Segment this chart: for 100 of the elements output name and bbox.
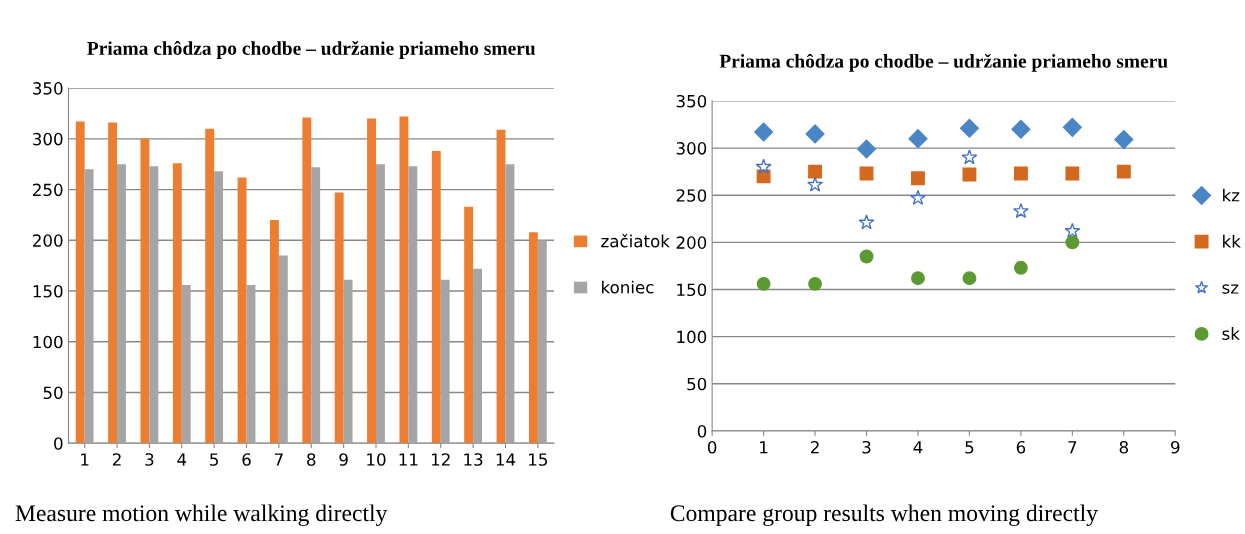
point — [911, 271, 925, 286]
x-tick-label: 9 — [1171, 440, 1180, 454]
bar — [246, 284, 256, 444]
bar — [84, 169, 94, 444]
bar — [408, 166, 418, 444]
point — [1013, 166, 1028, 181]
x-tick-label: 4 — [913, 441, 923, 454]
x-tick-label: 7 — [1068, 441, 1077, 454]
bar — [75, 121, 85, 444]
x-tick-label: 3 — [145, 453, 154, 466]
bar — [108, 122, 118, 444]
bar — [311, 167, 321, 444]
x-tick-label: 5 — [965, 441, 974, 454]
y-tick-label: 350 — [676, 94, 707, 108]
point — [805, 124, 825, 144]
point — [808, 164, 823, 179]
point — [1012, 202, 1029, 219]
point — [1013, 260, 1028, 275]
y-tick-label: 200 — [676, 236, 707, 249]
point — [908, 129, 928, 149]
text: Compare group results when moving directly — [670, 504, 1098, 527]
bar — [181, 284, 191, 444]
x-tick-label: 8 — [1119, 440, 1128, 454]
y-tick-label: 50 — [43, 386, 63, 400]
y-tick-label: 200 — [33, 234, 63, 247]
bar — [367, 118, 376, 444]
y-tick-label: 150 — [33, 284, 63, 298]
bar — [505, 164, 515, 444]
point — [756, 276, 771, 291]
x-tick-label: 4 — [177, 453, 187, 466]
x-tick-label: 6 — [242, 453, 251, 466]
bar — [237, 177, 247, 444]
x-tick-label: 10 — [367, 453, 386, 466]
legend-label: koniec — [602, 280, 654, 294]
bar — [117, 164, 126, 444]
point — [856, 139, 877, 159]
bar — [334, 192, 344, 444]
y-tick-label: 250 — [33, 183, 63, 197]
x-tick-label: 13 — [464, 453, 483, 466]
x-tick-label: 1 — [81, 453, 89, 466]
point — [961, 149, 978, 165]
point — [1065, 235, 1080, 250]
bar — [343, 279, 353, 444]
x-tick-label: 7 — [274, 453, 283, 466]
point — [859, 249, 874, 264]
point — [1064, 222, 1081, 238]
bar — [399, 116, 409, 444]
legend-label: kk — [1223, 234, 1241, 248]
y-tick-label: 250 — [676, 189, 707, 202]
point — [858, 214, 875, 230]
bar — [375, 164, 385, 444]
point — [962, 271, 977, 286]
text: Measure motion while walking directly — [15, 504, 388, 527]
point — [808, 276, 823, 291]
bar — [302, 117, 312, 444]
x-tick-label: 5 — [210, 453, 218, 466]
y-tick-label: 100 — [33, 335, 63, 349]
x-tick-label: 0 — [707, 440, 717, 454]
chart-title: Priama chôdza po chodbe – udržanie priameho smeru — [719, 53, 1168, 72]
bar — [205, 128, 215, 444]
y-tick-label: 100 — [677, 330, 707, 344]
point — [911, 171, 925, 186]
x-tick-label: 1 — [760, 441, 768, 454]
x-tick-label: 8 — [307, 453, 316, 466]
y-tick-label: 300 — [676, 142, 707, 155]
x-tick-label: 12 — [431, 453, 450, 466]
point — [755, 158, 772, 174]
x-tick-label: 11 — [399, 453, 418, 466]
bar — [172, 163, 182, 444]
x-tick-label: 15 — [529, 453, 547, 466]
bar — [140, 138, 150, 444]
bar — [431, 151, 441, 444]
point — [1116, 164, 1131, 179]
point — [910, 189, 926, 205]
bar — [473, 268, 482, 444]
y-tick-label: 50 — [687, 377, 707, 391]
bar — [149, 166, 159, 444]
bar — [269, 220, 279, 444]
point — [962, 167, 977, 182]
x-tick-label: 2 — [112, 453, 121, 466]
legend-label: kz — [1223, 188, 1240, 202]
point — [1062, 117, 1082, 137]
bar — [214, 171, 224, 444]
y-tick-label: 300 — [33, 132, 63, 146]
legend-label: sz — [1222, 284, 1239, 294]
point — [807, 176, 824, 192]
point — [1065, 166, 1080, 181]
x-tick-label: 9 — [339, 453, 348, 466]
x-tick-label: 3 — [862, 440, 871, 454]
point — [1114, 130, 1134, 150]
bar — [464, 206, 474, 444]
legend-label: sk — [1222, 327, 1240, 340]
point — [754, 122, 774, 142]
y-tick-label: 0 — [697, 424, 707, 438]
bar — [537, 240, 547, 444]
bar — [528, 232, 538, 444]
point — [1011, 119, 1031, 139]
x-tick-label: 14 — [496, 453, 516, 466]
x-tick-label: 2 — [810, 440, 819, 454]
bar — [278, 255, 288, 444]
